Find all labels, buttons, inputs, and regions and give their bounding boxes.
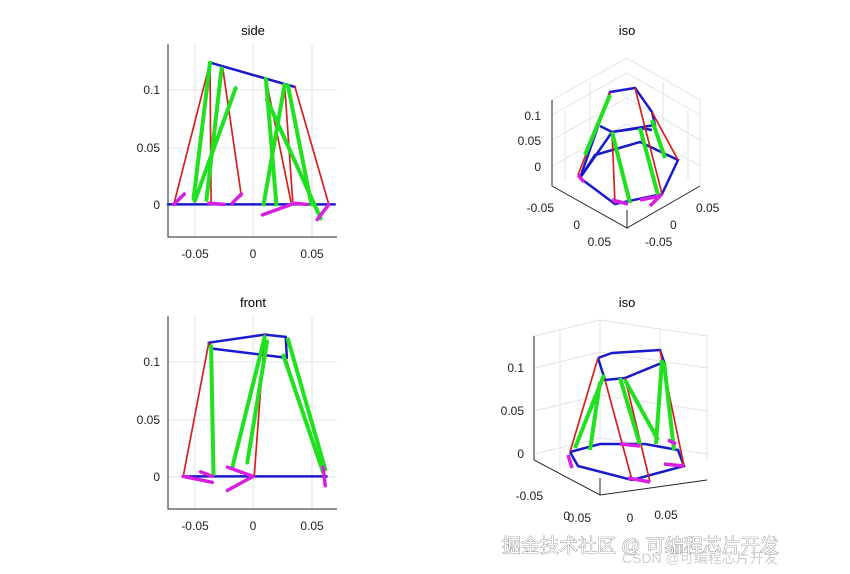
panel-side-xtick: -0.05	[181, 247, 209, 261]
link-segment	[263, 333, 287, 339]
link-segment	[230, 334, 267, 471]
link-segment	[284, 335, 289, 360]
panel-side-ytick: 0.05	[137, 141, 161, 155]
panel-iso-bottom-xtick: 0	[563, 509, 570, 523]
panel-iso-bottom-xtick: 0	[627, 511, 634, 525]
panel-iso-bottom-robot	[566, 348, 686, 484]
panel-side-xtick: 0	[250, 247, 257, 261]
link-segment	[191, 60, 212, 201]
panel-iso-top-robot	[576, 86, 680, 208]
link-segment	[321, 465, 328, 488]
panel-side-xtick: 0.05	[300, 247, 324, 261]
panel-iso-top-ytick: 0.05	[696, 201, 720, 215]
link-segment	[281, 353, 325, 474]
panel-iso-top: iso 0.1 0.05 0 -0.05 0 0.05 0.05 0 -0.05	[518, 23, 720, 249]
link-segment	[286, 337, 328, 472]
panel-iso-bottom-box	[533, 319, 708, 496]
panel-iso-top-xtick: 0	[573, 218, 580, 232]
link-segment	[204, 66, 224, 202]
link-segment	[245, 339, 270, 465]
panel-iso-top-xtick: 0.05	[588, 235, 612, 249]
panel-iso-bottom: iso 0.1 0.05 0 -0.05 0 0.05 0 0.05	[501, 295, 708, 525]
panel-iso-top-ztick: 0.1	[524, 109, 541, 123]
panel-side-series	[166, 60, 336, 222]
panel-front-title: front	[240, 295, 266, 310]
panel-iso-bottom-ztick: 0.05	[501, 404, 525, 418]
link-segment	[225, 474, 255, 493]
panel-iso-top-ztick: 0	[534, 160, 541, 174]
panel-front-ytick: 0.05	[137, 413, 161, 427]
panel-iso-top-ytick: -0.05	[645, 235, 673, 249]
panel-iso-top-ztick: 0.05	[518, 134, 542, 148]
panel-front-xtick: -0.05	[181, 519, 209, 533]
link-segment	[265, 97, 323, 221]
panel-side-axes	[167, 44, 337, 238]
link-segment	[211, 347, 289, 360]
link-segment	[182, 341, 210, 478]
link-segment	[292, 201, 309, 207]
link-segment	[265, 78, 293, 206]
link-segment	[192, 86, 238, 203]
link-segment	[172, 61, 211, 206]
panel-side-ytick: 0.1	[143, 83, 160, 97]
link-segment	[230, 192, 244, 206]
link-segment	[209, 61, 212, 206]
link-segment	[221, 67, 243, 198]
panel-iso-bottom-ztick: 0	[517, 447, 524, 461]
panel-iso-top-box	[551, 57, 701, 229]
panel-side: side -0.05 0 0.05 0 0.05 0.1	[137, 23, 337, 261]
panel-iso-bottom-ytick: 0.05	[568, 511, 592, 525]
watermark-juejin: 掘金技术社区 @ 可编程芯片开发	[502, 535, 779, 557]
panel-iso-bottom-title: iso	[619, 295, 636, 310]
link-segment	[198, 470, 215, 479]
panel-iso-top-ytick: 0	[670, 218, 677, 232]
panel-iso-bottom-xtick: 0.05	[654, 508, 678, 522]
panel-front-series	[181, 333, 328, 493]
link-segment	[181, 474, 215, 485]
panel-iso-bottom-xtick: -0.05	[516, 489, 544, 503]
panel-front-xtick: 0	[250, 519, 257, 533]
panel-front: front -0.05 0 0.05 0 0.05 0.1	[137, 295, 337, 533]
link-segment	[294, 86, 330, 206]
link-segment	[172, 192, 187, 207]
link-segment	[260, 202, 294, 217]
link-segment	[225, 465, 255, 479]
panel-side-title: side	[241, 23, 265, 38]
link-segment	[209, 344, 216, 477]
panel-front-ytick: 0.1	[143, 355, 160, 369]
watermark-csdn: CSDN @可编程芯片开发	[622, 550, 778, 566]
panel-iso-top-xtick: -0.05	[527, 201, 555, 215]
panel-side-ytick: 0	[153, 198, 160, 212]
link-segment	[208, 61, 297, 89]
link-segment	[207, 201, 226, 207]
panel-front-axes	[167, 316, 337, 510]
panel-iso-bottom-ztick: 0.1	[507, 361, 524, 375]
panel-front-xtick: 0.05	[300, 519, 324, 533]
link-segment	[207, 333, 266, 344]
panel-iso-top-title: iso	[619, 23, 636, 38]
panel-side-grid	[168, 44, 337, 237]
link-segment	[315, 202, 331, 222]
link-segment	[261, 82, 287, 207]
panel-front-ytick: 0	[153, 470, 160, 484]
